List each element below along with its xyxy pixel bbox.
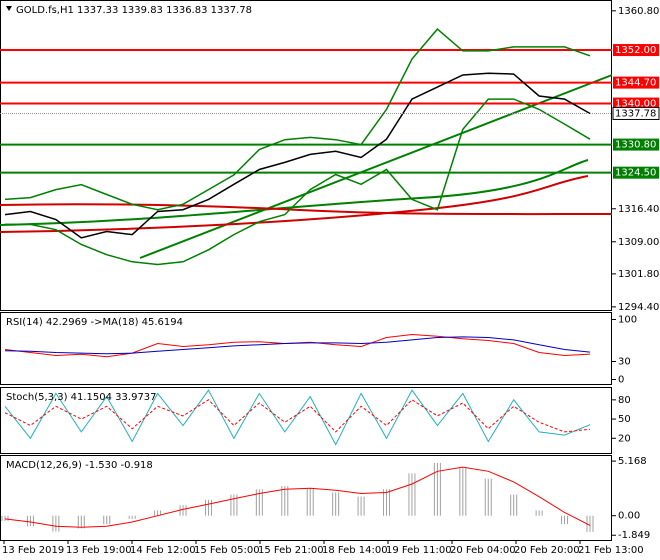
rsi-panel (0, 312, 612, 385)
series-line (4, 389, 591, 446)
x-tick-label: 19 Feb 11:00 (386, 545, 452, 556)
series-line (4, 466, 591, 528)
x-tick-label: 18 Feb 14:00 (322, 545, 388, 556)
trendline (0, 159, 589, 226)
panel-title: MACD(12,26,9) -1.530 -0.918 (6, 460, 153, 471)
level-label-box (613, 97, 659, 110)
series-line (4, 72, 591, 239)
x-tick-label: 15 Feb 05:00 (194, 545, 260, 556)
level-label-box (613, 76, 659, 89)
series-line (4, 336, 591, 355)
y-tick-label: 80 (618, 395, 631, 406)
y-tick-label: 1360.80 (618, 6, 659, 17)
level-label: 1340.00 (615, 99, 656, 110)
panel-title: GOLD.fs,H1 1337.33 1339.83 1336.83 1337.… (16, 5, 252, 16)
trendline (139, 74, 613, 259)
stoch-panel (0, 387, 612, 454)
level-label-box (613, 44, 659, 57)
y-tick-label: 1301.80 (618, 269, 659, 280)
x-tick-label: 13 Feb 19:00 (66, 545, 132, 556)
moving-average (0, 175, 589, 233)
y-tick-label: 0 (618, 374, 624, 385)
y-tick-label: 1309.00 (618, 237, 659, 248)
level-label: 1352.00 (615, 45, 656, 56)
last-price-box (612, 106, 660, 120)
x-tick-label: 20 Feb 04:00 (450, 545, 516, 556)
drawn-trendlines (0, 74, 613, 259)
x-tick-label: 15 Feb 21:00 (258, 545, 324, 556)
x-tick-label: 14 Feb 12:00 (130, 545, 196, 556)
y-tick-label: 0.00 (618, 511, 640, 522)
y-tick-label: 5.168 (618, 456, 647, 467)
level-label: 1324.50 (615, 168, 656, 179)
y-tick-label: 50 (618, 414, 631, 425)
y-tick-label: 30 (618, 356, 631, 367)
series-line (5, 98, 591, 266)
y-tick-label: -1.849 (618, 530, 650, 541)
x-tick-label: 13 Feb 2019 (2, 545, 64, 556)
moving-average (0, 203, 613, 216)
y-tick-label: 1294.40 (618, 302, 659, 313)
x-tick-label: 20 Feb 20:00 (514, 545, 580, 556)
level-label-box (613, 138, 659, 151)
x-tick-label: 21 Feb 13:00 (578, 545, 644, 556)
panel-title: RSI(14) 42.2969 ->MA(18) 45.6194 (6, 317, 183, 328)
level-label: 1330.80 (615, 140, 656, 151)
collapse-arrow (6, 6, 12, 11)
y-tick-label: 1316.40 (618, 204, 659, 215)
panel-title: Stoch(5,3,3) 41.1504 33.9737 (6, 392, 157, 403)
level-label-box (613, 166, 659, 179)
y-tick-label: 20 (618, 433, 631, 444)
level-label: 1344.70 (615, 78, 656, 89)
last-price-label: 1337.78 (615, 108, 656, 119)
y-tick-label: 100 (618, 314, 637, 325)
series-line (4, 399, 591, 433)
series-line (4, 28, 591, 211)
